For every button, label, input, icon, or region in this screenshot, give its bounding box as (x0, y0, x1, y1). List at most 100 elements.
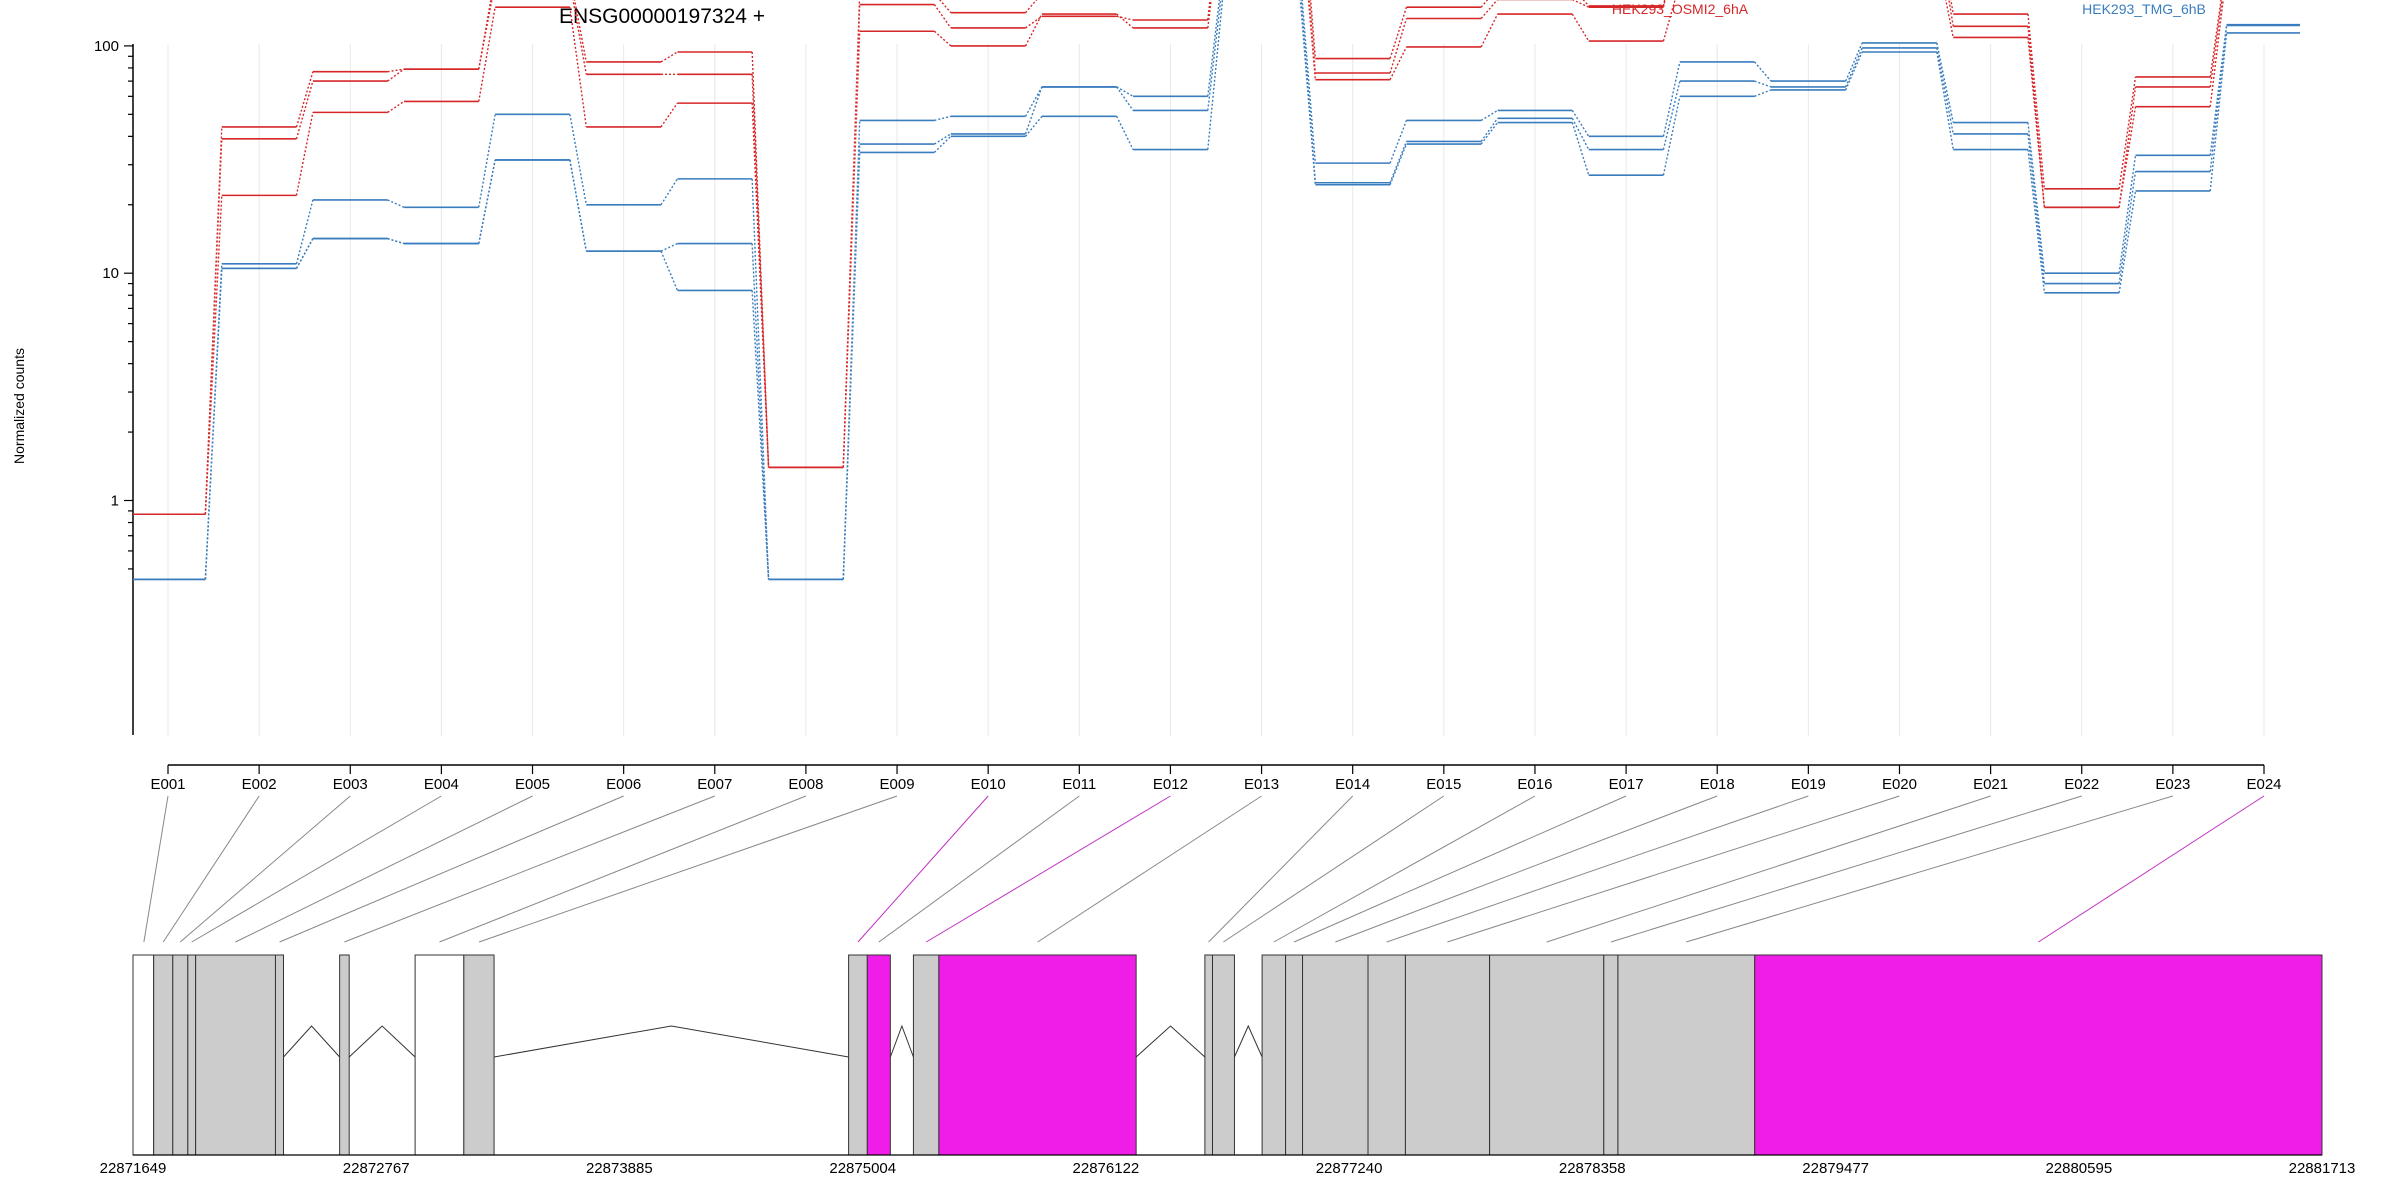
x-tick-label-e004: E004 (424, 776, 459, 793)
data-transition (1116, 116, 1134, 150)
data-transition (1662, 96, 1681, 176)
data-transition (2209, 25, 2228, 172)
series-osmi2 (133, 0, 2222, 516)
data-transition (751, 74, 770, 468)
x-tick-label-e014: E014 (1335, 776, 1370, 793)
data-transition (1024, 86, 1043, 135)
coord-tick-label: 22878358 (1559, 1160, 1626, 1177)
x-tick-label-e022: E022 (2064, 776, 2099, 793)
data-transition (1845, 42, 1863, 82)
data-transition (204, 138, 223, 515)
data-transition (1116, 86, 1134, 111)
x-tick-label-e007: E007 (697, 776, 732, 793)
intron-line (348, 1025, 416, 1058)
data-transition (1480, 117, 1499, 142)
exon-link-e020 (1447, 795, 1900, 943)
x-tick-label-e018: E018 (1700, 776, 1735, 793)
exon-link-e015 (1223, 795, 1445, 943)
data-transition (569, 7, 587, 128)
coord-tick-label: 22877240 (1316, 1160, 1383, 1177)
data-transition (933, 30, 952, 47)
exon-link-e003 (179, 795, 351, 943)
exon-block (848, 954, 868, 1156)
series-tmg (133, 0, 2300, 581)
data-transition (660, 178, 679, 206)
exon-link-e012 (925, 795, 1171, 943)
data-transition (2027, 37, 2046, 208)
data-transition (1024, 115, 1043, 137)
data-transition (295, 199, 314, 264)
data-transition (1389, 141, 1408, 184)
data-transition (1207, 0, 1221, 97)
exon-block (1489, 954, 1605, 1156)
data-transition (1480, 13, 1499, 48)
y-axis: 1 10 100 (94, 38, 134, 735)
data-transition (1936, 47, 1954, 135)
exon-link-e016 (1273, 795, 1536, 943)
data-transition (1571, 110, 1590, 137)
data-transition (1480, 0, 1499, 19)
exon-link-e006 (279, 795, 624, 943)
exon-link-e011 (878, 795, 1080, 943)
data-transition (1389, 120, 1408, 164)
data-transition (1024, 13, 1043, 47)
exon-link-e024 (2038, 795, 2265, 943)
exon-block (274, 954, 285, 1156)
intron-line (1135, 1025, 1206, 1058)
data-transition (1754, 61, 1772, 82)
exon-link-e002 (162, 795, 260, 943)
coord-tick-label: 22873885 (586, 1160, 653, 1177)
data-transition (1207, 0, 1222, 111)
exon-link-e009 (478, 795, 898, 943)
x-tick-label-e008: E008 (788, 776, 823, 793)
intron-line (1234, 1024, 1263, 1058)
exon-link-e019 (1386, 795, 1809, 943)
data-transition (387, 237, 405, 245)
exon-link-e013 (1037, 795, 1262, 943)
intron-line (493, 1025, 849, 1058)
exon-block (1211, 954, 1235, 1156)
data-transition (1662, 61, 1681, 137)
data-transition (2027, 26, 2046, 208)
coord-tick-label: 22871649 (100, 1160, 167, 1177)
data-transition (1480, 0, 1489, 8)
x-tick-label-e024: E024 (2246, 776, 2281, 793)
data-transition (660, 242, 678, 252)
data-transition (1571, 13, 1590, 42)
data-transition (660, 51, 678, 63)
data-transition (387, 100, 405, 113)
data-transition (1116, 86, 1134, 97)
data-transition (934, 133, 952, 145)
series-lines (133, 0, 2300, 581)
data-transition (1754, 80, 1772, 88)
data-transition (1948, 0, 1954, 27)
exon-block (1404, 954, 1491, 1156)
data-transition (1389, 18, 1408, 74)
data-transition (204, 268, 223, 580)
x-tick-label-e020: E020 (1882, 776, 1917, 793)
x-tick-label-e019: E019 (1791, 776, 1826, 793)
y-axis-label: Normalized counts (11, 348, 27, 464)
series-tmg (133, 0, 2300, 581)
data-transition (1116, 15, 1134, 21)
exon-link-e008 (439, 795, 807, 943)
intron-line (283, 1025, 341, 1058)
data-transition (1025, 15, 1043, 29)
genomic-coordinate-axis: 22871649 22872767 22873885 22875004 22876122… (100, 1154, 2355, 1177)
exon-block (153, 954, 174, 1156)
exon-block (912, 954, 940, 1156)
exon-link-lines (143, 795, 2265, 943)
exon-link-e004 (191, 795, 442, 943)
data-transition (1662, 80, 1681, 150)
exon-block (339, 954, 350, 1156)
data-transition (295, 238, 314, 269)
x-tick-label-e006: E006 (606, 776, 641, 793)
data-transition (1024, 86, 1043, 117)
data-transition (387, 68, 405, 82)
exon-block (463, 954, 495, 1156)
x-tick-label-e012: E012 (1153, 776, 1188, 793)
data-transition (842, 152, 861, 580)
x-tick-label-e010: E010 (971, 776, 1006, 793)
data-transition (1310, 0, 1317, 59)
data-transition (1116, 13, 1134, 29)
